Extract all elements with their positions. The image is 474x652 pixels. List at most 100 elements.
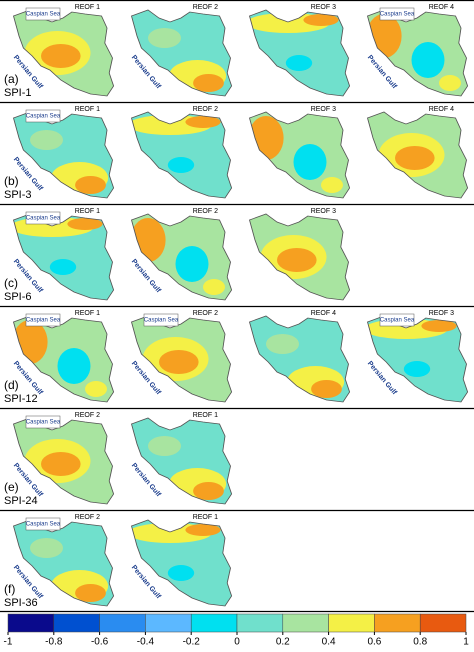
sea-box <box>25 313 61 327</box>
map-zone <box>203 279 225 295</box>
map-panel <box>130 519 233 607</box>
panel-title: REOF 3 <box>429 310 454 317</box>
map-zone <box>293 144 327 180</box>
sea-label: Caspian Sea <box>26 114 61 120</box>
panel-title: REOF 4 <box>429 4 454 11</box>
sea-label: Caspian Sea <box>26 12 61 18</box>
sea-box <box>379 313 415 327</box>
colorbar-tick-label: -0.4 <box>137 637 155 647</box>
index-label: SPI-3 <box>4 189 32 201</box>
panel-title: REOF 2 <box>193 310 218 317</box>
map-panel <box>130 9 233 97</box>
colorbar-bin <box>7 613 55 633</box>
map-zone <box>421 320 457 332</box>
map-zone <box>285 55 313 71</box>
colorbar-bin <box>53 613 100 633</box>
panel-title: REOF 2 <box>193 4 218 11</box>
panel-title: REOF 1 <box>193 514 218 521</box>
map-zone <box>13 320 48 364</box>
row-label: (b) <box>4 174 19 188</box>
sea-box <box>379 7 415 21</box>
panel-title: REOF 4 <box>429 106 454 113</box>
panel-title: REOF 2 <box>193 106 218 113</box>
panel-title: REOF 1 <box>193 412 218 419</box>
map-zone <box>266 334 299 354</box>
map-zone <box>67 218 103 230</box>
colorbar-bin <box>328 613 375 633</box>
panel-title: REOF 2 <box>75 412 100 419</box>
map-zone <box>41 452 81 476</box>
map-panel <box>130 315 233 403</box>
map-zone <box>185 116 221 128</box>
sea-box <box>25 211 61 225</box>
map-fill <box>249 112 350 198</box>
row-label: (f) <box>4 582 15 596</box>
panel-title: REOF 3 <box>311 208 336 215</box>
map-panel <box>366 315 469 403</box>
map-zone <box>75 176 106 194</box>
row-label: (c) <box>4 276 18 290</box>
colorbar-tick-label: 1 <box>463 637 469 647</box>
sea-label: Caspian Sea <box>26 216 61 222</box>
row-label: (d) <box>4 378 19 392</box>
map-panel <box>130 111 233 199</box>
colorbar-bin <box>99 613 146 633</box>
panel-title: REOF 1 <box>75 310 100 317</box>
sea-box <box>25 109 61 123</box>
map-panel <box>12 111 115 199</box>
colorbar-bin <box>236 613 284 633</box>
map-fill <box>249 10 350 96</box>
colorbar-tick-label: -1 <box>4 637 13 647</box>
sea-box <box>25 415 61 429</box>
index-label: SPI-1 <box>4 87 32 99</box>
map-zone <box>303 14 339 26</box>
map-zone <box>175 246 209 282</box>
colorbar-tick-label: -0.2 <box>183 637 201 647</box>
map-fill <box>131 520 232 606</box>
map-zone <box>41 44 81 68</box>
map-zone <box>403 361 431 377</box>
map-zone <box>249 116 284 160</box>
map-fill <box>131 316 232 402</box>
map-zone <box>57 348 91 384</box>
map-zone <box>277 248 317 272</box>
map-zone <box>185 524 221 536</box>
map-fill <box>13 418 114 504</box>
index-label: SPI-12 <box>4 393 38 405</box>
index-label: SPI-36 <box>4 597 38 609</box>
sea-label: Caspian Sea <box>26 420 61 426</box>
map-panel <box>248 9 351 97</box>
map-panel <box>248 213 351 301</box>
map-zone <box>49 259 77 275</box>
map-zone <box>85 381 107 397</box>
sea-label: Caspian Sea <box>26 522 61 528</box>
map-panel <box>130 213 233 301</box>
map-fill <box>367 10 468 96</box>
colorbar-bin <box>145 613 192 633</box>
colorbar-tick-label: -0.8 <box>45 637 63 647</box>
map-fill <box>367 112 468 198</box>
map-fill <box>249 214 350 300</box>
map-zone <box>367 14 402 58</box>
panel-title: REOF 2 <box>75 514 100 521</box>
colorbar-tick-label: 0 <box>234 637 240 647</box>
map-zone <box>148 28 181 48</box>
map-zone <box>193 74 224 92</box>
map-panel <box>248 315 351 403</box>
panel-title: REOF 1 <box>75 4 100 11</box>
map-zone <box>167 157 195 173</box>
panel-title: REOF 2 <box>193 208 218 215</box>
map-zone <box>321 177 343 193</box>
map-zone <box>193 482 224 500</box>
sea-label: Caspian Sea <box>380 12 415 18</box>
map-fill <box>131 10 232 96</box>
panel-title: REOF 4 <box>311 310 336 317</box>
map-panel <box>248 111 351 199</box>
panel-title: REOF 1 <box>75 106 100 113</box>
map-zone <box>395 146 435 170</box>
row-label: (e) <box>4 480 19 494</box>
colorbar-tick-label: 0.2 <box>276 637 290 647</box>
map-zone <box>159 350 199 374</box>
index-label: SPI-6 <box>4 291 32 303</box>
